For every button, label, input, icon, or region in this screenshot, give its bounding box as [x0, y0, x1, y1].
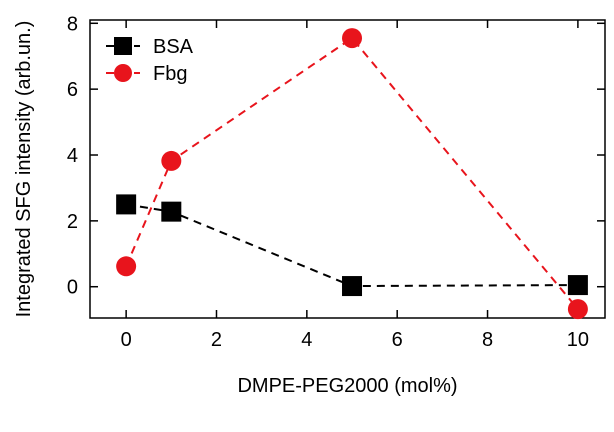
legend-marker-bsa — [114, 37, 132, 55]
axes: 0 2 4 6 8 10 0 2 4 6 8 — [67, 13, 606, 351]
y-axis-title: Integrated SFG intensity (arb.un.) — [13, 21, 35, 318]
x-tick-label: 4 — [301, 329, 312, 351]
legend-label-bsa: BSA — [153, 36, 194, 58]
y-tick-label: 2 — [67, 211, 78, 233]
data-point-fbg — [567, 299, 588, 320]
y-tick-label: 0 — [67, 277, 78, 299]
x-tick-label: 2 — [211, 329, 222, 351]
series-markers — [116, 28, 588, 320]
plot-frame — [89, 19, 606, 319]
data-point-bsa — [116, 194, 137, 215]
x-tick-label: 8 — [482, 329, 493, 351]
data-point-fbg — [342, 28, 363, 49]
legend-marker-fbg — [114, 64, 132, 82]
legend-item-fbg: Fbg — [106, 63, 187, 85]
series-line-fbg — [125, 36, 579, 310]
y-tick-label: 8 — [67, 13, 78, 35]
data-point-bsa — [567, 275, 588, 296]
data-point-bsa — [342, 276, 363, 297]
data-point-bsa — [161, 201, 182, 222]
data-point-fbg — [116, 256, 137, 277]
legend-item-bsa: BSA — [106, 36, 194, 58]
legend: BSA Fbg — [106, 36, 194, 85]
x-tick-label: 0 — [121, 329, 132, 351]
series-lines — [125, 36, 579, 310]
series-line-bsa — [125, 203, 578, 288]
legend-label-fbg: Fbg — [153, 63, 187, 85]
x-tick-label: 10 — [567, 329, 589, 351]
x-axis-title: DMPE-PEG2000 (mol%) — [237, 375, 457, 397]
data-point-fbg — [161, 150, 182, 171]
y-tick-label: 6 — [67, 79, 78, 101]
y-tick-label: 4 — [67, 145, 78, 167]
x-tick-label: 6 — [392, 329, 403, 351]
